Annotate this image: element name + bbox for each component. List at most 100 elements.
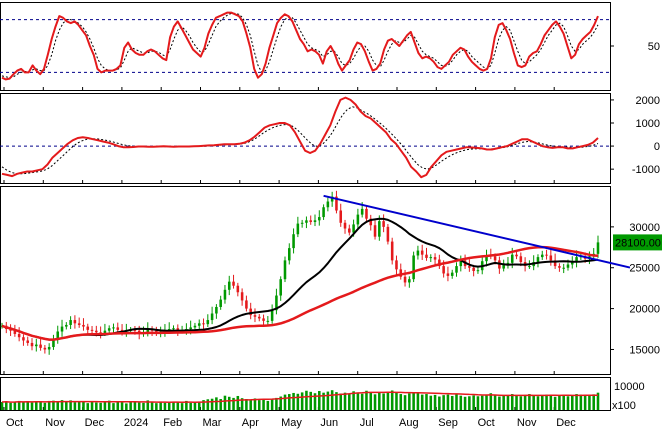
candle-body <box>13 330 17 334</box>
candle-body <box>107 328 111 331</box>
x-tick-label: Feb <box>163 417 182 429</box>
volume-bar <box>296 393 300 410</box>
candle-body <box>56 331 60 340</box>
y-tick-label-osc: 50 <box>648 41 660 53</box>
volume-bar <box>185 400 188 410</box>
candle-body <box>223 289 227 300</box>
volume-bar <box>270 399 274 410</box>
macd-signal-line <box>1 106 599 175</box>
candle-body <box>240 292 244 301</box>
volume-bar <box>22 402 25 410</box>
candle-body <box>365 208 368 219</box>
volume-bar <box>322 392 325 410</box>
candle-body <box>249 308 252 316</box>
volume-bar <box>429 395 433 410</box>
candle-body <box>30 342 34 347</box>
candle-body <box>288 248 291 261</box>
volume-bar <box>95 402 98 410</box>
y-tick-label-macd: 0 <box>654 141 660 153</box>
volume-bar <box>588 394 591 410</box>
candle-body <box>210 313 214 321</box>
volume-bar <box>120 401 124 410</box>
volume-bar <box>553 396 557 410</box>
volume-bar <box>493 394 497 410</box>
candle-body <box>468 266 471 268</box>
x-tick-label: Nov <box>517 417 537 429</box>
candle-body <box>22 337 25 341</box>
candle-body <box>553 260 557 267</box>
osc-signal-line <box>1 12 599 79</box>
candle-body <box>245 300 248 309</box>
volume-bar <box>480 395 484 410</box>
candle-body <box>348 228 351 233</box>
candle-body <box>172 328 175 330</box>
candle-body <box>35 344 38 347</box>
volume-bar <box>223 395 227 410</box>
macd-line <box>1 96 599 179</box>
candle-body <box>575 257 578 263</box>
candle-body <box>275 295 278 311</box>
candle-body <box>167 329 171 331</box>
osc-line <box>1 11 599 81</box>
volume-bar <box>197 402 201 410</box>
candle-body <box>433 257 437 260</box>
candle-body <box>262 318 265 321</box>
candle-body <box>17 333 21 338</box>
y-tick-label-price: 20000 <box>629 304 660 316</box>
volume-bar <box>472 395 475 410</box>
candle-body <box>99 332 102 334</box>
volume-bar <box>408 393 411 410</box>
volume-bar <box>159 401 162 410</box>
volume-bar <box>56 401 60 410</box>
volume-bar <box>528 394 531 410</box>
candle-body <box>176 328 180 331</box>
candle-body <box>455 266 458 273</box>
candle-body <box>395 260 398 270</box>
volume-bar <box>566 396 570 410</box>
volume-bar <box>356 392 360 410</box>
volume-bar <box>326 391 330 410</box>
volume-bar <box>378 392 381 410</box>
volume-bar <box>558 395 561 410</box>
volume-bar <box>82 401 85 410</box>
candle-body <box>120 329 124 332</box>
x-tick-label: Nov <box>45 417 65 429</box>
volume-bar <box>99 402 102 410</box>
volume-bar <box>468 396 471 410</box>
volume-bar <box>73 402 77 410</box>
candle-body <box>296 223 300 235</box>
volume-bar <box>309 391 312 410</box>
volume-bar <box>172 402 175 410</box>
candle-body <box>82 324 85 327</box>
volume-bar <box>146 400 150 410</box>
candle-body <box>506 262 510 265</box>
volume-bar <box>373 394 377 410</box>
volume-bar <box>339 393 343 410</box>
candle-body <box>335 196 338 211</box>
volume-bar <box>283 394 287 410</box>
volume-bar <box>253 398 257 410</box>
volume-bar <box>459 395 463 410</box>
volume-bar <box>107 400 111 410</box>
candle-body <box>570 262 574 265</box>
volume-bar <box>262 399 265 410</box>
candle-body <box>472 267 475 272</box>
volume-bar <box>9 402 12 410</box>
candle-body <box>189 327 192 330</box>
volume-bar <box>386 391 390 410</box>
candle-body <box>305 220 308 223</box>
volume-bar <box>193 401 197 410</box>
candle-body <box>343 222 347 229</box>
volume-bar <box>532 395 535 410</box>
volume-bar <box>395 392 398 410</box>
candle-body <box>146 329 150 333</box>
candle-body <box>515 254 518 257</box>
candle-body <box>283 260 287 280</box>
volume-bar <box>562 394 565 410</box>
candle-body <box>60 326 64 332</box>
volume-bar <box>292 392 295 410</box>
x-tick-label: Oct <box>6 417 23 429</box>
candle-body <box>356 214 360 225</box>
